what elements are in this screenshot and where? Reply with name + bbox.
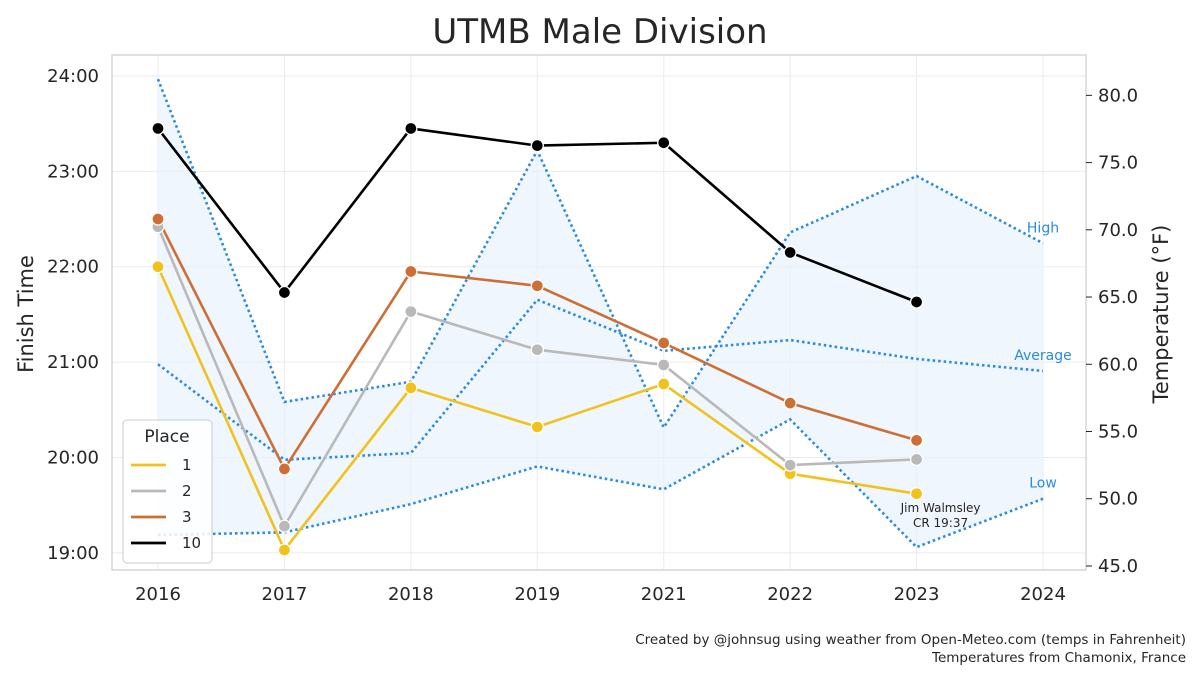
annotation-line-2: CR 19:37 [913,516,968,530]
y2-tick-5: 70.0 [1098,220,1138,241]
point-2-2021 [657,358,671,372]
point-1-2018 [404,381,418,395]
point-2-2017 [277,519,292,533]
point-10-2021 [657,136,671,150]
temperature-line-average [157,298,1044,462]
x-tick-2021: 2021 [641,584,687,605]
x-tick-2023: 2023 [894,584,940,605]
point-10-2017 [277,285,292,300]
x-tick-2018: 2018 [388,584,434,605]
point-3-2016 [151,212,165,226]
legend-box [122,419,213,564]
x-tick-2017: 2017 [262,584,308,605]
y2-tick-0: 45.0 [1098,556,1138,577]
point-2-2023 [909,452,924,467]
y-tick-3: 22:00 [47,257,99,278]
x-tick-2016: 2016 [135,584,181,605]
legend-label-10: 10 [182,534,201,552]
point-3-2023 [909,433,924,447]
point-3-2018 [404,264,418,279]
y-tick-1: 20:00 [47,447,99,468]
point-10-2019 [530,138,544,153]
point-1-2021 [657,377,671,391]
y2-tick-6: 75.0 [1098,153,1138,174]
x-tick-2022: 2022 [767,584,813,605]
point-2-2022 [783,458,797,472]
finish-time-points [151,121,924,557]
legend: Place 1 2 3 10 [122,419,213,564]
y2-axis-ticks: 45.0 50.0 55.0 60.0 65.0 70.0 75.0 80.0 [1086,85,1138,577]
point-10-2023 [909,295,924,309]
y-axis-label: Finish Time [14,255,38,373]
point-1-2017 [277,543,292,557]
y2-axis-label: Temperature (°F) [1149,225,1173,405]
point-1-2019 [530,420,544,434]
point-1-2016 [151,260,165,274]
temperature-series-labels: High Average Low [1014,220,1072,491]
weather-label-high: High [1027,220,1059,236]
y2-tick-7: 80.0 [1098,85,1138,106]
point-1-2023 [909,487,924,501]
legend-items: 1 2 3 10 [131,456,201,552]
y2-tick-3: 60.0 [1098,354,1138,375]
weather-label-low: Low [1029,476,1057,492]
y-axis-ticks: 19:00 20:00 21:00 22:00 23:00 24:00 [47,66,99,564]
temperature-line-low [157,417,1044,549]
point-10-2022 [783,245,797,260]
point-10-2018 [404,121,418,136]
y2-tick-2: 55.0 [1098,422,1138,443]
y-tick-5: 24:00 [47,66,99,87]
weather-label-average: Average [1014,348,1072,364]
point-3-2019 [530,279,544,293]
y2-tick-4: 65.0 [1098,287,1138,308]
point-2-2019 [530,343,544,357]
plot-frame [111,54,1087,571]
y2-tick-1: 50.0 [1098,489,1138,510]
credit-line-2: Temperatures from Chamonix, France [931,650,1186,666]
legend-label-3: 3 [182,508,192,526]
x-tick-2019: 2019 [514,584,560,605]
point-2-2018 [404,304,418,319]
temperature-lines [156,78,1044,549]
y-tick-4: 23:00 [47,161,99,182]
point-3-2022 [783,396,797,410]
x-axis-ticks: 2016 2017 2018 2019 2021 2022 2023 2024 [135,584,1066,605]
y-tick-2: 21:00 [47,352,99,373]
annotation-line-1: Jim Walmsley [900,501,981,515]
chart-title: UTMB Male Division [432,12,767,52]
point-3-2021 [657,336,671,350]
legend-title: Place [144,427,189,447]
point-3-2017 [277,462,292,476]
y-tick-0: 19:00 [47,543,99,564]
point-10-2016 [151,121,165,136]
legend-label-1: 1 [182,456,192,474]
legend-label-2: 2 [182,482,192,500]
credit-line-1: Created by @johnsug using weather from O… [635,632,1186,648]
x-tick-2024: 2024 [1020,584,1066,605]
